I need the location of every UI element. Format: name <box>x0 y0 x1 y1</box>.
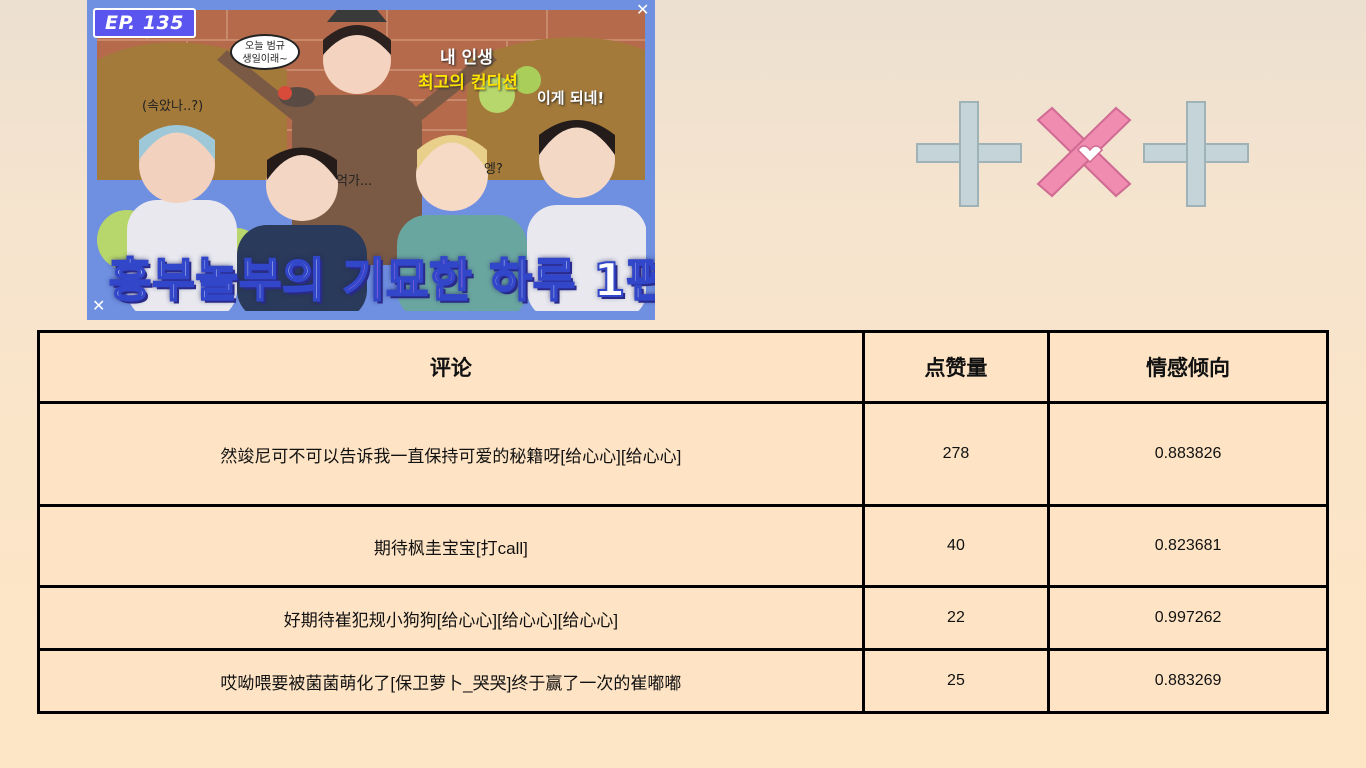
thumbnail-title: 흥부놀부의 기묘한 하루 1편 <box>108 244 655 310</box>
table-header-row: 评论 点赞量 情感倾向 <box>37 330 1329 404</box>
table-row: 好期待崔犯规小狗狗[给心心][给心心][给心心] 22 0.997262 <box>37 585 1329 651</box>
speech-line-1: 오늘 범규 <box>245 41 285 52</box>
speech-bubble: 오늘 범규 생일이래~ <box>230 34 300 70</box>
caption-um: 억가... <box>336 174 373 189</box>
sparkle-icon: ✕ <box>92 298 106 315</box>
sentiment-cell: 0.883826 <box>1047 401 1329 507</box>
likes-cell: 278 <box>861 401 1051 507</box>
video-thumbnail[interactable]: EP. 135 오늘 범규 생일이래~ 내 인생 최고의 컨디션 이게 되네! … <box>87 0 655 320</box>
caption-fooled: (속았나..?) <box>142 99 204 114</box>
header-comment: 评论 <box>37 330 865 404</box>
likes-cell: 22 <box>861 585 1051 651</box>
sparkle-icon: ✕ <box>636 2 650 19</box>
table-row: 然竣尼可不可以告诉我一直保持可爱的秘籍呀[给心心][给心心] 278 0.883… <box>37 401 1329 507</box>
caption-itworks: 이게 되네! <box>537 89 605 107</box>
comment-cell: 期待枫圭宝宝[打call] <box>37 504 865 588</box>
sentiment-cell: 0.823681 <box>1047 504 1329 588</box>
thumbnail-illustration <box>87 0 655 320</box>
caption-eh: 엥? <box>484 162 503 177</box>
title-part-2: 기묘한 <box>342 252 473 308</box>
episode-badge: EP. 135 <box>93 8 196 38</box>
likes-cell: 25 <box>861 648 1051 714</box>
comments-table: 评论 点赞量 情感倾向 然竣尼可不可以告诉我一直保持可爱的秘籍呀[给心心][给心… <box>37 330 1329 714</box>
caption-mylife: 내 인생 <box>440 48 493 68</box>
header-likes: 点赞量 <box>861 330 1051 404</box>
txt-logo-icon <box>916 101 1249 207</box>
title-part-1: 흥부놀부의 <box>108 252 343 308</box>
comment-cell: 然竣尼可不可以告诉我一直保持可爱的秘籍呀[给心心][给心心] <box>37 401 865 507</box>
speech-line-2: 생일이래~ <box>242 54 288 65</box>
caption-condition: 최고의 컨디션 <box>418 73 518 93</box>
table-row: 哎呦喂要被菌菌萌化了[保卫萝卜_哭哭]终于赢了一次的崔嘟嘟 25 0.88326… <box>37 648 1329 714</box>
table-row: 期待枫圭宝宝[打call] 40 0.823681 <box>37 504 1329 588</box>
likes-cell: 40 <box>861 504 1051 588</box>
header-sentiment: 情感倾向 <box>1047 330 1329 404</box>
title-part-3: 하루 1편 <box>472 252 655 308</box>
comment-cell: 好期待崔犯规小狗狗[给心心][给心心][给心心] <box>37 585 865 651</box>
sentiment-cell: 0.883269 <box>1047 648 1329 714</box>
comment-cell: 哎呦喂要被菌菌萌化了[保卫萝卜_哭哭]终于赢了一次的崔嘟嘟 <box>37 648 865 714</box>
sentiment-cell: 0.997262 <box>1047 585 1329 651</box>
